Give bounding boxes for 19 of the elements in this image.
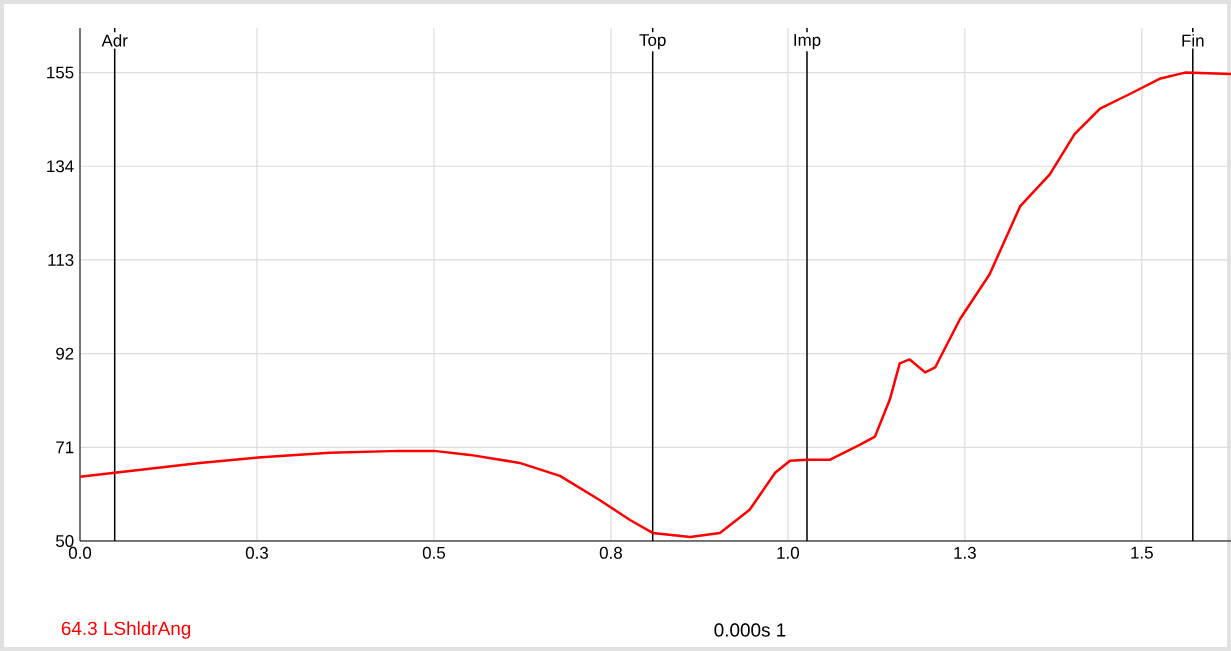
y-tick-label: 113	[48, 253, 74, 266]
x-tick-label: 1.5	[1131, 546, 1153, 559]
y-tick-label: 134	[47, 160, 74, 173]
x-tick-label: 0.0	[68, 546, 92, 559]
ref-line-label: Imp	[794, 34, 821, 50]
x-tick-label: 0.8	[599, 546, 622, 559]
ref-line-label: Adr	[101, 34, 128, 47]
y-tick-label: 71	[56, 441, 74, 454]
y-tick-label: 155	[47, 66, 74, 79]
x-tick-label: 0.3	[245, 546, 268, 559]
y-tick-label: 50	[56, 534, 74, 547]
text: 0.000s 1	[714, 623, 786, 637]
ref-line-label: Top	[639, 34, 666, 50]
text: 64.3 LShldrAng	[61, 621, 191, 639]
x-tick-label: 0.5	[422, 546, 445, 559]
x-tick-label: 1.3	[954, 546, 976, 559]
ref-line-label: Fin	[1182, 34, 1204, 47]
x-tick-label: 1.0	[777, 546, 799, 559]
y-tick-label: 92	[56, 347, 74, 360]
